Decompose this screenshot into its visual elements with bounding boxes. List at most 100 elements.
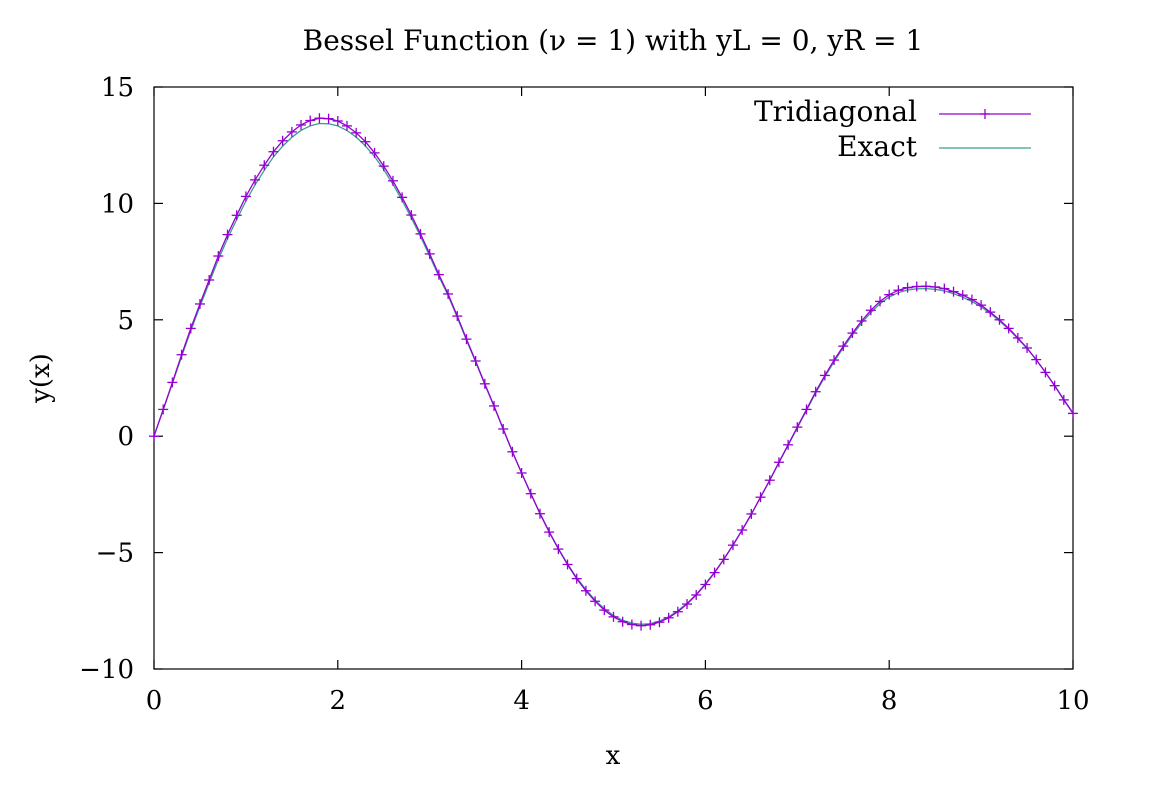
tridiagonal-point [259, 160, 270, 171]
tridiagonal-point [718, 554, 729, 565]
tridiagonal-point [1003, 323, 1014, 334]
tridiagonal-point [562, 559, 573, 570]
tridiagonal-point [985, 307, 996, 318]
exact-line [153, 122, 1074, 625]
tridiagonal-point [948, 286, 959, 297]
tridiagonal-point [746, 508, 757, 519]
tridiagonal-point [452, 311, 463, 322]
tridiagonal-point [755, 492, 766, 503]
tridiagonal-point [277, 135, 288, 146]
tridiagonal-point [930, 281, 941, 292]
x-tick-label: 4 [513, 686, 530, 716]
tridiagonal-line [153, 117, 1074, 627]
tridiagonal-point [1068, 408, 1078, 419]
tridiagonal-point [580, 585, 591, 596]
x-tick-label: 0 [146, 686, 163, 716]
tridiagonal-point [1031, 354, 1042, 365]
tridiagonal-point [1049, 380, 1060, 391]
tridiagonal-point [920, 281, 931, 292]
tridiagonal-point [213, 251, 224, 262]
tridiagonal-point [902, 282, 913, 293]
tridiagonal-point [167, 377, 178, 388]
tridiagonal-point [158, 404, 169, 415]
tridiagonal-point [737, 525, 748, 536]
tridiagonal-point [939, 283, 950, 294]
y-tick-label: 5 [117, 306, 134, 336]
x-tick-label: 10 [1056, 686, 1089, 716]
tridiagonal-point [387, 175, 398, 186]
tridiagonal-point [268, 146, 279, 157]
tridiagonal-point [433, 269, 444, 280]
tridiagonal-point [884, 289, 895, 300]
tridiagonal-point [305, 115, 316, 126]
tridiagonal-point [240, 191, 251, 202]
tridiagonal-point [204, 274, 215, 285]
x-tick-label: 2 [330, 686, 347, 716]
tridiagonal-point [516, 467, 527, 478]
x-tick-label: 8 [881, 686, 898, 716]
tridiagonal-point [966, 294, 977, 305]
tridiagonal-point [544, 527, 555, 538]
tridiagonal-point [194, 298, 205, 309]
tridiagonal-point [727, 540, 738, 551]
tridiagonal-point [645, 619, 656, 630]
tridiagonal-point [819, 370, 830, 381]
tridiagonal-point [525, 488, 536, 499]
tridiagonal-point [838, 341, 849, 352]
axis-ticks [153, 86, 1074, 670]
tridiagonal-point [663, 612, 674, 623]
chart-title: Bessel Function (ν = 1) with yL = 0, yR … [303, 24, 924, 57]
legend: Tridiagonal Exact [754, 95, 1031, 163]
tridiagonal-point [286, 126, 297, 137]
y-tick-labels: −10 −5 0 5 10 15 [79, 73, 134, 685]
tridiagonal-point [847, 328, 858, 339]
tridiagonal-point [470, 356, 481, 367]
tridiagonal-point [534, 508, 545, 519]
x-tick-label: 6 [697, 686, 714, 716]
tridiagonal-point [369, 147, 380, 158]
tridiagonal-point [636, 620, 647, 631]
y-tick-label: −10 [79, 655, 134, 685]
y-axis-label: y(x) [26, 353, 56, 404]
tridiagonal-point [185, 323, 196, 334]
tridiagonal-point [415, 228, 426, 239]
tridiagonal-point [1022, 342, 1033, 353]
tridiagonal-point [222, 229, 233, 240]
tridiagonal-point [360, 136, 371, 147]
tridiagonal-point [599, 605, 610, 616]
tridiagonal-point [893, 285, 904, 296]
x-axis-label: x [606, 741, 621, 771]
tridiagonal-point [149, 431, 159, 442]
tridiagonal-point [351, 127, 362, 138]
tridiagonal-point [700, 579, 711, 590]
tridiagonal-point [341, 120, 352, 131]
tridiagonal-point [406, 210, 417, 221]
tridiagonal-point [792, 422, 803, 433]
tridiagonal-point [461, 334, 472, 345]
tridiagonal-point [810, 386, 821, 397]
tridiagonal-point [176, 349, 187, 360]
tridiagonal-point [709, 567, 720, 578]
tridiagonal-point [976, 300, 987, 311]
tridiagonal-point [801, 404, 812, 415]
tridiagonal-point [479, 378, 490, 389]
y-tick-label: 10 [101, 189, 134, 219]
tridiagonal-point [856, 315, 867, 326]
plot-frame [153, 86, 1074, 670]
tridiagonal-point [654, 617, 665, 628]
legend-marks [939, 109, 1031, 149]
tridiagonal-point [489, 400, 500, 411]
tridiagonal-point [865, 305, 876, 316]
tridiagonal-point [783, 439, 794, 450]
tridiagonal-point [994, 314, 1005, 325]
tridiagonal-point [691, 589, 702, 600]
x-tick-labels: 0 2 4 6 8 10 [146, 686, 1090, 716]
tridiagonal-point [1058, 394, 1069, 405]
tridiagonal-point [764, 475, 775, 486]
tridiagonal-point [608, 611, 619, 622]
tridiagonal-point [314, 113, 325, 124]
tridiagonal-point [672, 606, 683, 617]
tridiagonal-point [957, 290, 968, 301]
tridiagonal-point [231, 210, 242, 221]
